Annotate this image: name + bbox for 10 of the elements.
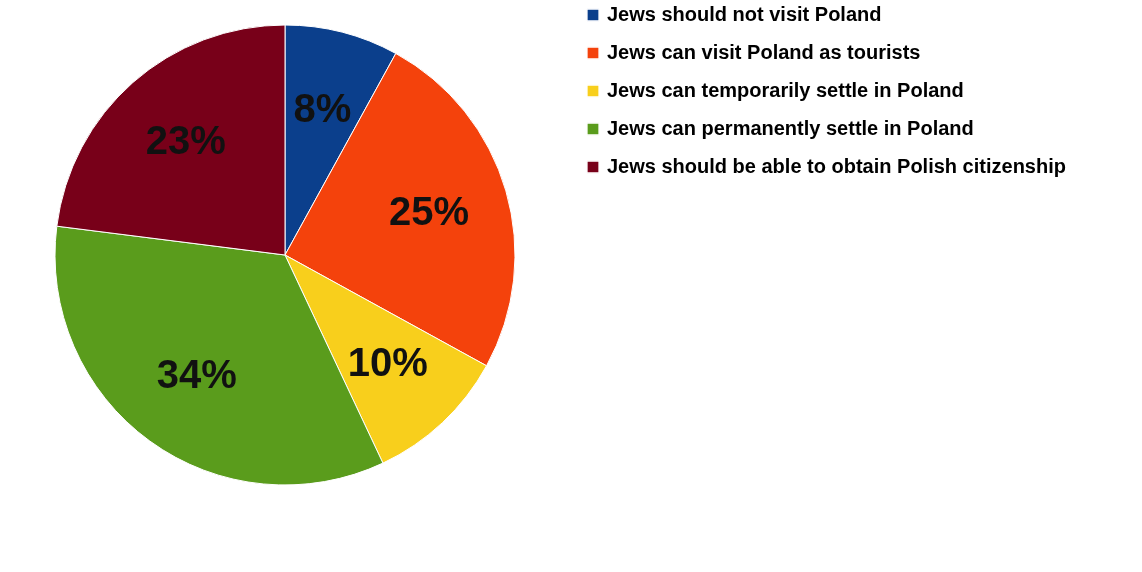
legend-label: Jews can permanently settle in Poland (607, 117, 974, 139)
legend-label: Jews should be able to obtain Polish citizenship (607, 155, 1066, 177)
data-label: 23% (145, 118, 226, 163)
data-label: 25% (389, 189, 470, 234)
data-label: 10% (347, 340, 428, 385)
data-label: 8% (293, 85, 352, 130)
legend-label: Jews can visit Poland as tourists (607, 41, 921, 63)
legend-label: Jews should not visit Poland (607, 3, 882, 25)
legend-label: Jews can temporarily settle in Poland (607, 79, 964, 101)
data-label: 34% (156, 352, 237, 397)
